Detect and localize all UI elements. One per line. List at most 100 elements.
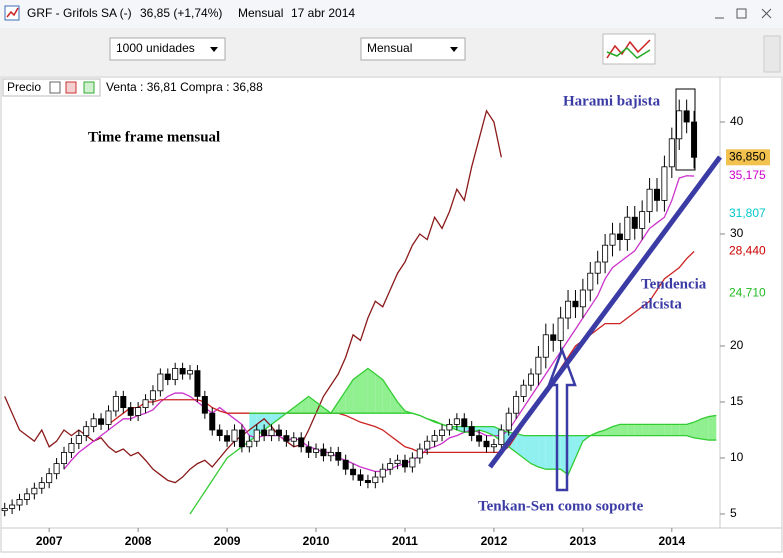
candle-body [61, 452, 67, 465]
tool-icon[interactable] [49, 81, 61, 94]
x-tick-label: 2010 [303, 534, 330, 548]
candle-body [424, 440, 431, 450]
candle-body [639, 211, 646, 229]
candle-body [112, 396, 119, 412]
cloud [516, 433, 524, 459]
up-icon[interactable] [83, 81, 95, 94]
maximize-button[interactable] [736, 8, 747, 19]
candle-body [31, 487, 38, 495]
cloud [375, 374, 383, 414]
candle-body [194, 370, 201, 397]
harami-box [675, 88, 696, 171]
cloud [338, 390, 346, 414]
candle-body [676, 110, 683, 140]
candle-body [616, 233, 623, 241]
candle-body [483, 440, 490, 448]
candle-body [453, 418, 460, 425]
annotation: alcista [641, 296, 682, 312]
annotation: Harami bajista [563, 93, 661, 109]
window-change: 36,85 (+1,74%) [140, 6, 222, 20]
candle-body [461, 418, 468, 428]
quantity-dropdown[interactable] [109, 37, 226, 61]
candle-body [661, 166, 668, 201]
x-tick-label: 2007 [36, 534, 63, 548]
cloud [664, 424, 672, 436]
down-icon[interactable] [65, 81, 77, 94]
dropdown-arrow [450, 47, 458, 52]
candle-body [646, 188, 653, 213]
cloud [293, 402, 302, 414]
cloud [479, 426, 487, 433]
cloud [694, 418, 702, 439]
price-label-box [726, 149, 770, 166]
candle-body [83, 426, 90, 437]
candle-body [127, 407, 134, 416]
y-tick-label: 10 [730, 450, 744, 464]
candle-body [253, 429, 260, 442]
candle-body [490, 444, 497, 448]
candle-body [246, 440, 253, 448]
close-button[interactable] [761, 8, 772, 19]
cloud [456, 426, 465, 433]
candle-body [527, 373, 534, 386]
candle-body [275, 429, 282, 437]
candle-body [172, 368, 179, 381]
candle-body [691, 121, 698, 158]
candle-body [16, 499, 23, 506]
candle-body [535, 356, 542, 375]
price-label-box [726, 205, 770, 222]
candle-body [68, 443, 75, 453]
candle-body [268, 429, 275, 437]
candle-body [565, 300, 572, 319]
candle-body [557, 317, 564, 341]
candle-body [38, 482, 45, 489]
timeframe-text: Mensual [367, 41, 412, 55]
price-label-box [726, 243, 770, 260]
candle-body [327, 452, 334, 457]
candle-body [231, 429, 238, 442]
price-label: 28,440 [729, 244, 766, 258]
window-period: Mensual [238, 6, 283, 20]
candle-body [498, 429, 505, 445]
cloud [390, 390, 398, 414]
candle-body [238, 429, 245, 448]
candle-body [283, 435, 290, 442]
candle-body [75, 435, 82, 444]
annotation: Time frame mensual [88, 129, 220, 145]
cloud [568, 435, 576, 475]
candle-body [609, 233, 616, 246]
y-tick-label: 15 [730, 394, 744, 408]
side-panel-button[interactable] [763, 35, 781, 73]
candle-body [90, 418, 97, 428]
cloud [353, 374, 361, 414]
y-tick-label: 20 [730, 338, 744, 352]
candle-body [654, 188, 660, 201]
candle-body [572, 300, 579, 308]
x-axis-area [0, 527, 783, 553]
candle-body [135, 407, 142, 416]
candle-body [542, 334, 549, 358]
candle-body [157, 373, 164, 392]
cloud [619, 424, 628, 436]
window-date: 17 abr 2014 [291, 6, 355, 20]
candle-body [298, 437, 305, 448]
candle-body [594, 261, 601, 274]
timeframe-dropdown[interactable] [360, 37, 466, 61]
y-tick-label: 40 [730, 114, 744, 128]
trend-line [487, 155, 723, 469]
indicator-line [4, 109, 502, 484]
candle-body [631, 216, 638, 229]
price-label-box [726, 285, 770, 302]
cloud [523, 435, 531, 464]
candle-body [9, 504, 16, 509]
candle-body [372, 476, 379, 484]
price-tab-label: Precio [7, 80, 41, 94]
candle-body [46, 473, 53, 484]
candle-body [164, 373, 171, 381]
annotation: Tenkan-Sen como soporte [478, 498, 644, 514]
candle-body [579, 289, 586, 308]
candle-body [468, 426, 475, 437]
cloud [656, 424, 665, 436]
